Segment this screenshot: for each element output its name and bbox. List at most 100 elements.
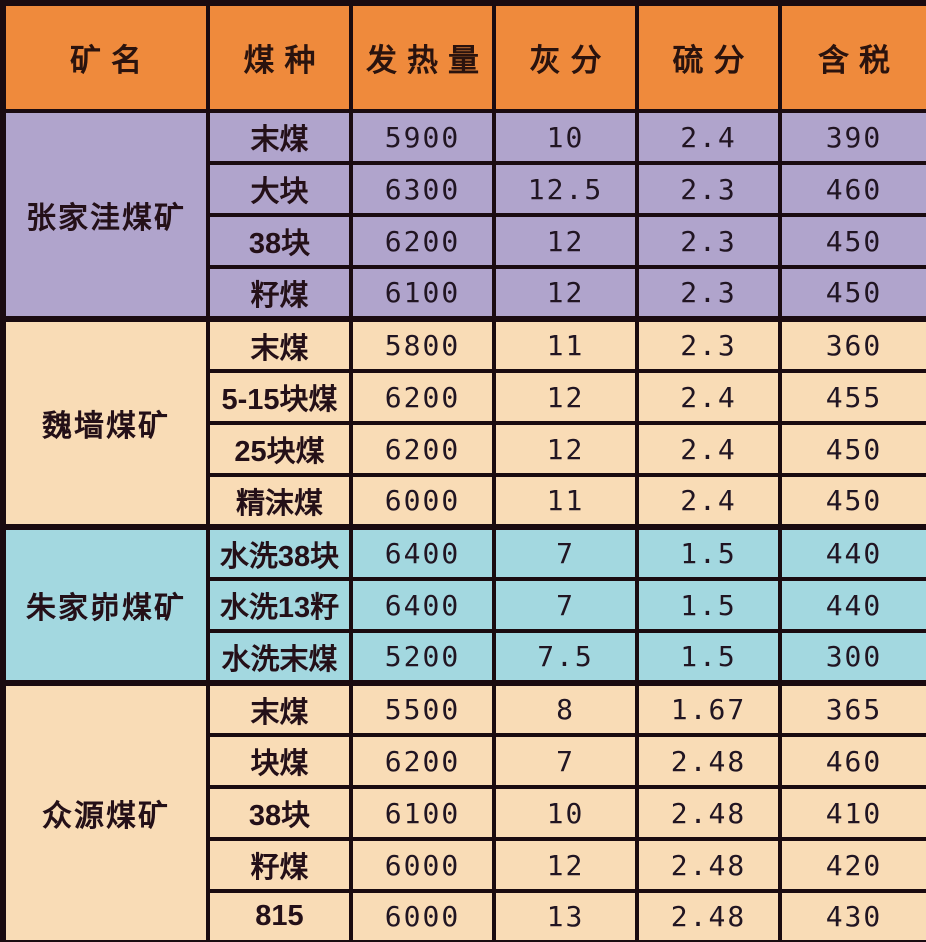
coal-type-cell: 38块 [206, 785, 353, 841]
price-cell: 455 [778, 369, 926, 425]
coal-type-cell: 精沫煤 [206, 473, 353, 529]
sulfur-cell: 2.4 [635, 421, 782, 477]
calorific-value-cell: 6300 [349, 161, 496, 217]
ash-cell: 12 [492, 837, 639, 893]
ash-cell: 12 [492, 421, 639, 477]
calorific-value-cell: 5200 [349, 629, 496, 685]
coal-type-cell: 末煤 [206, 680, 353, 737]
price-cell: 365 [778, 680, 926, 737]
ash-cell: 8 [492, 680, 639, 737]
col-header-mine-name: 矿名 [1, 1, 210, 113]
sulfur-cell: 2.3 [635, 265, 782, 321]
ash-cell: 12 [492, 265, 639, 321]
ash-cell: 12 [492, 369, 639, 425]
table-row: 25块煤 6200 12 2.4 450 [3, 421, 926, 477]
sulfur-cell: 2.48 [635, 889, 782, 942]
coal-type-cell: 水洗末煤 [206, 629, 353, 685]
calorific-value-cell: 6000 [349, 837, 496, 893]
ash-cell: 10 [492, 109, 639, 165]
table-row: 张家洼煤矿 末煤 5900 10 2.4 390 [1, 109, 926, 321]
coal-type-cell: 籽煤 [206, 837, 353, 893]
ash-cell: 7 [492, 577, 639, 633]
price-cell: 440 [778, 577, 926, 633]
price-cell: 440 [778, 524, 926, 581]
price-cell: 390 [778, 109, 926, 165]
coal-type-cell: 末煤 [206, 316, 353, 373]
table-row: 众源煤矿 末煤 5500 8 1.67 365 [1, 680, 926, 942]
ash-cell: 7 [492, 524, 639, 581]
sulfur-cell: 1.5 [635, 577, 782, 633]
price-cell: 450 [778, 265, 926, 321]
table-header: 矿名 煤种 发热量 灰分 硫分 含税 [1, 1, 926, 113]
calorific-value-cell: 6000 [349, 889, 496, 942]
col-header-sulfur: 硫分 [635, 1, 782, 113]
col-header-price-with-tax: 含税 [778, 1, 926, 113]
price-cell: 300 [778, 629, 926, 685]
table-row: 38块 6200 12 2.3 450 [3, 213, 926, 269]
sulfur-cell: 1.67 [635, 680, 782, 737]
mine-name-cell: 朱家峁煤矿 [1, 524, 210, 685]
calorific-value-cell: 5900 [349, 109, 496, 165]
price-cell: 450 [778, 421, 926, 477]
sulfur-cell: 2.3 [635, 213, 782, 269]
table-body: 张家洼煤矿 末煤 5900 10 2.4 390 大块 6300 12.5 2.3 460 38块 62… [1, 109, 926, 942]
table-row: 水洗13籽 6400 7 1.5 440 [3, 577, 926, 633]
calorific-value-cell: 5500 [349, 680, 496, 737]
sulfur-cell: 1.5 [635, 524, 782, 581]
table-row: 5-15块煤 6200 12 2.4 455 [3, 369, 926, 425]
calorific-value-cell: 6200 [349, 369, 496, 425]
sulfur-cell: 2.4 [635, 109, 782, 165]
ash-cell: 12.5 [492, 161, 639, 217]
price-cell: 460 [778, 161, 926, 217]
sulfur-cell: 2.3 [635, 161, 782, 217]
col-header-coal-type: 煤种 [206, 1, 353, 113]
price-cell: 460 [778, 733, 926, 789]
ash-cell: 11 [492, 316, 639, 373]
table-row: 朱家峁煤矿 水洗38块 6400 7 1.5 440 [1, 524, 926, 685]
calorific-value-cell: 6100 [349, 265, 496, 321]
ash-cell: 7.5 [492, 629, 639, 685]
col-header-calorific-value: 发热量 [349, 1, 496, 113]
coal-type-cell: 38块 [206, 213, 353, 269]
ash-cell: 10 [492, 785, 639, 841]
sulfur-cell: 1.5 [635, 629, 782, 685]
price-cell: 420 [778, 837, 926, 893]
table-row: 38块 6100 10 2.48 410 [3, 785, 926, 841]
sulfur-cell: 2.4 [635, 473, 782, 529]
ash-cell: 11 [492, 473, 639, 529]
calorific-value-cell: 6200 [349, 421, 496, 477]
coal-type-cell: 水洗13籽 [206, 577, 353, 633]
coal-type-cell: 大块 [206, 161, 353, 217]
table-row: 魏墙煤矿 末煤 5800 11 2.3 360 [1, 316, 926, 529]
price-cell: 410 [778, 785, 926, 841]
coal-type-cell: 水洗38块 [206, 524, 353, 581]
coal-type-cell: 末煤 [206, 109, 353, 165]
price-cell: 430 [778, 889, 926, 942]
price-cell: 450 [778, 213, 926, 269]
table-row: 水洗末煤 5200 7.5 1.5 300 [3, 629, 926, 685]
table-row: 精沫煤 6000 11 2.4 450 [3, 473, 926, 529]
price-cell: 450 [778, 473, 926, 529]
table-row: 大块 6300 12.5 2.3 460 [3, 161, 926, 217]
mine-name-cell: 张家洼煤矿 [1, 109, 210, 321]
calorific-value-cell: 6200 [349, 213, 496, 269]
sulfur-cell: 2.48 [635, 837, 782, 893]
coal-type-cell: 籽煤 [206, 265, 353, 321]
sulfur-cell: 2.48 [635, 733, 782, 789]
mine-name-cell: 魏墙煤矿 [1, 316, 210, 529]
table-row: 块煤 6200 7 2.48 460 [3, 733, 926, 789]
ash-cell: 7 [492, 733, 639, 789]
calorific-value-cell: 6100 [349, 785, 496, 841]
ash-cell: 13 [492, 889, 639, 942]
price-cell: 360 [778, 316, 926, 373]
table-row: 籽煤 6100 12 2.3 450 [3, 265, 926, 321]
table-row: 籽煤 6000 12 2.48 420 [3, 837, 926, 893]
calorific-value-cell: 6200 [349, 733, 496, 789]
coal-type-cell: 815 [206, 889, 353, 942]
sulfur-cell: 2.48 [635, 785, 782, 841]
col-header-ash: 灰分 [492, 1, 639, 113]
table-row: 815 6000 13 2.48 430 [3, 889, 926, 942]
ash-cell: 12 [492, 213, 639, 269]
